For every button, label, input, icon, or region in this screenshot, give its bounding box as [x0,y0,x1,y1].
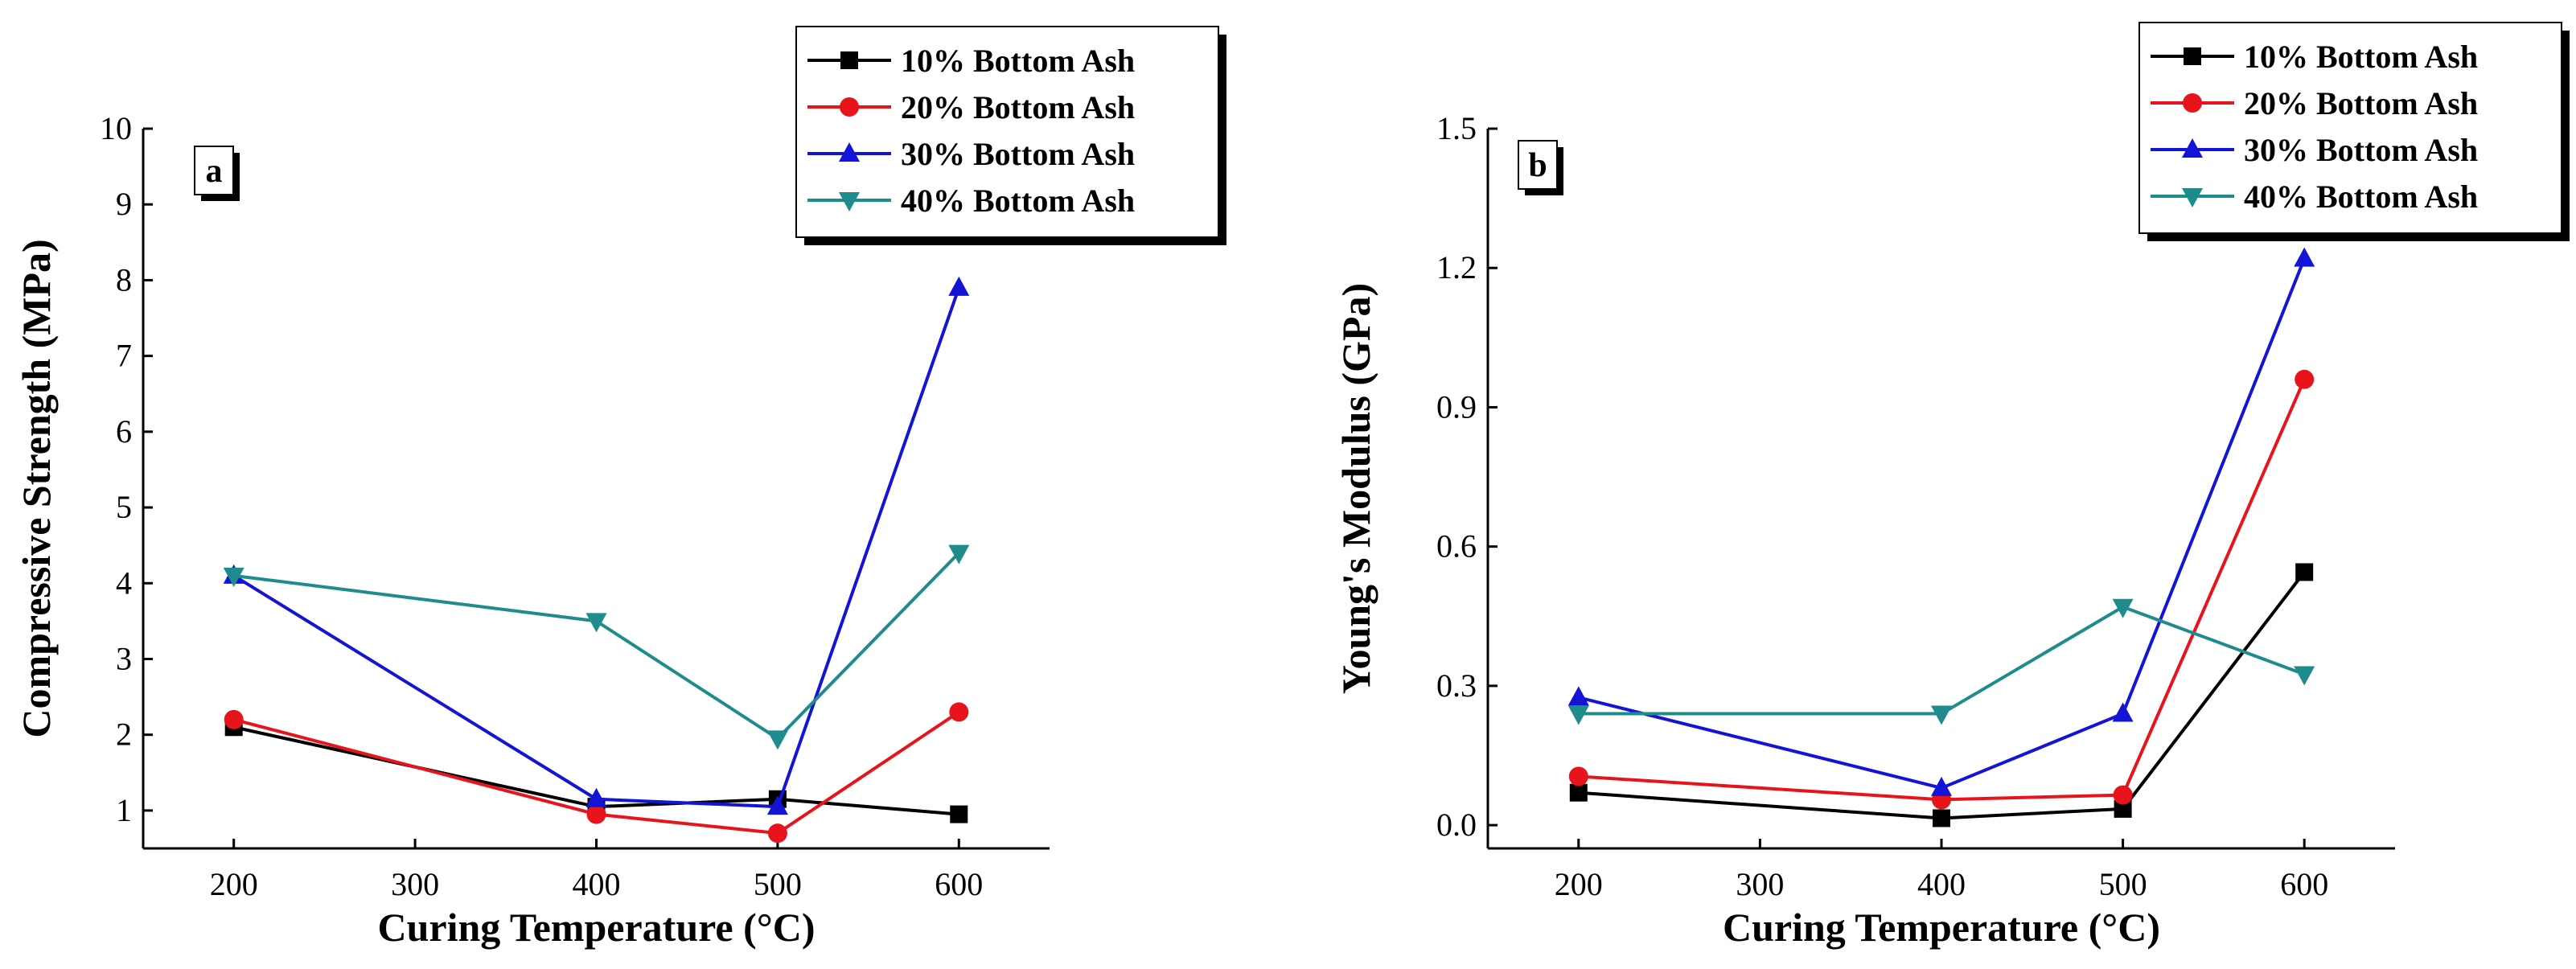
y-tick-label: 0.3 [1436,667,1477,704]
data-point-4-4 [948,544,970,565]
data-point-3-4 [2294,247,2315,267]
series-line-4 [1578,605,2305,716]
panel-label-box [1518,140,1558,190]
legend-label-2: 20% Bottom Ash [2244,85,2478,121]
panel-label-box [194,146,234,195]
y-tick-label: 1 [116,792,132,828]
data-point-2-4 [949,702,969,722]
legend-label-1: 10% Bottom Ash [2244,39,2478,75]
data-point-4-3 [766,730,788,750]
y-tick-label: 3 [116,640,132,676]
data-point-4-4 [2294,666,2315,686]
data-point-4-3 [2112,598,2134,618]
series-line-2 [233,710,960,836]
x-tick-label: 200 [210,866,258,902]
series-line-1 [1578,571,2306,820]
y-tick-label: 1.5 [1436,110,1477,146]
y-tick-label: 2 [116,716,132,753]
x-tick-label: 600 [935,866,983,902]
data-point-2-4 [2295,369,2315,389]
x-tick-label: 400 [1917,866,1966,902]
y-tick-label: 0.6 [1436,528,1477,565]
data-point-4-1 [223,567,244,587]
data-point-4-2 [585,613,607,633]
x-tick-label: 300 [1736,866,1784,902]
y-tick-label: 0.0 [1436,807,1477,843]
data-point-3-3 [2112,702,2134,722]
legend-label-4: 40% Bottom Ash [901,183,1135,219]
y-tick-label: 8 [116,261,132,298]
data-point-3-2 [1931,776,1952,796]
chart-panel-a: 1 2 3 4 5 6 7 8 9 10 200 300 400 500 600 Curing Tempera… [14,26,1226,950]
legend-marker-3 [2182,138,2203,158]
legend-marker-2 [2183,93,2202,113]
legend-marker-4 [839,192,860,211]
x-axis-title: Curing Temperature (°C) [1723,905,2160,950]
legend-label-3: 30% Bottom Ash [901,136,1135,172]
x-tick-label: 300 [391,866,439,902]
y-tick-label: 5 [116,489,132,525]
data-point-2-3 [767,823,787,844]
data-point-2-1 [224,709,244,729]
series-line-3 [232,287,961,809]
x-tick-label: 500 [2099,866,2147,902]
data-point-1-2 [1933,809,1950,827]
y-tick-label: 10 [100,110,132,146]
y-tick-label: 9 [116,186,132,222]
data-point-1-4 [950,805,968,823]
data-point-4-2 [1931,705,1952,725]
data-point-3-2 [585,787,607,807]
y-tick-label: 0.9 [1436,388,1477,425]
data-point-3-1 [1567,686,1589,706]
legend-label-4: 40% Bottom Ash [2244,179,2478,215]
panel-label: a [206,153,223,190]
x-tick-label: 600 [2280,866,2328,902]
legend-label-3: 30% Bottom Ash [2244,132,2478,168]
legend-marker-1 [840,51,858,69]
y-axis-title: Compressive Strength (MPa) [14,239,59,737]
data-point-1-3 [2114,799,2132,818]
y-axis-title: Young's Modulus (GPa) [1333,283,1378,694]
y-tick-label: 7 [116,338,132,374]
data-point-2-2 [586,804,606,824]
data-point-3-3 [766,795,788,815]
series-line-4 [233,552,960,741]
x-tick-label: 400 [573,866,621,902]
data-point-3-4 [948,276,970,296]
panel-label: b [1528,147,1547,184]
x-axis-title: Curing Temperature (°C) [377,905,815,950]
legend-marker-2 [840,97,859,117]
series-line-2 [1578,379,2307,802]
y-tick-label: 1.2 [1436,249,1477,285]
chart-panel-b: 0.0 0.3 0.6 0.9 1.2 1.5 200 300 400 500 600 Curing … [1333,22,2570,950]
legend-marker-1 [2184,47,2201,65]
data-point-2-3 [2113,785,2133,805]
y-tick-label: 4 [116,565,132,601]
x-tick-label: 500 [754,866,802,902]
data-point-1-1 [1569,783,1588,802]
legend-label-2: 20% Bottom Ash [901,89,1135,125]
data-point-1-4 [2295,563,2314,581]
y-tick-label: 6 [116,413,132,450]
legend-marker-3 [839,142,860,162]
legend-label-1: 10% Bottom Ash [901,43,1135,79]
x-tick-label: 200 [1555,866,1603,902]
data-point-4-1 [1567,705,1589,725]
data-point-2-1 [1568,766,1588,786]
series-line-3 [1578,257,2307,790]
legend-marker-4 [2182,188,2203,207]
